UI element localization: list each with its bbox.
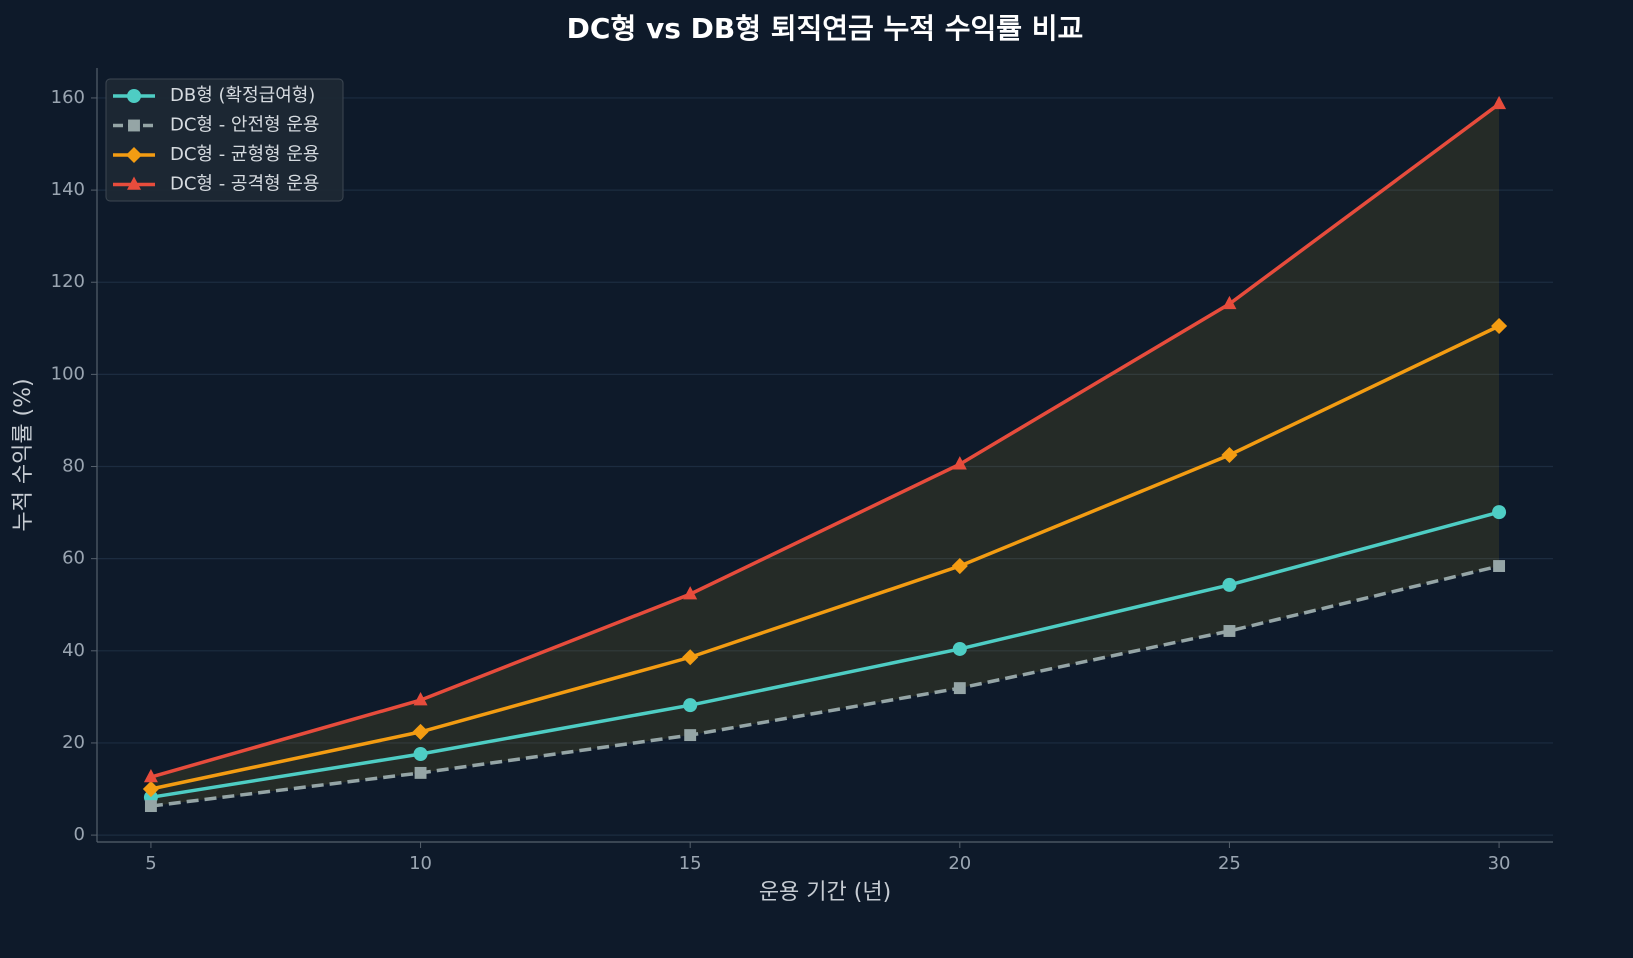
line: [150, 102, 1501, 779]
y-tick-label: 80: [62, 456, 85, 477]
line: [150, 564, 1500, 808]
x-axis-label: 운용 기간 (년): [759, 880, 891, 905]
y-axis-label: 누적 수익률 (%): [11, 378, 36, 531]
marker: [413, 747, 428, 762]
x-tick-label: 25: [1218, 853, 1241, 874]
marker: [1221, 446, 1238, 464]
y-tick-label: 40: [62, 640, 85, 661]
marker: [1493, 560, 1506, 572]
marker: [144, 800, 157, 813]
marker: [1223, 625, 1236, 637]
y-tick-label: 60: [62, 548, 85, 569]
marker: [952, 641, 967, 656]
marker: [1222, 577, 1237, 592]
marker: [143, 768, 158, 783]
x-tick-label: 15: [679, 853, 702, 874]
marker: [951, 557, 968, 575]
legend-text: DC형 - 공격형 운용: [170, 174, 319, 195]
marker: [1492, 505, 1507, 520]
fill-band: [150, 103, 1500, 807]
legend-text: DB형 (확정급여형): [170, 85, 315, 106]
marker: [682, 649, 699, 666]
marker: [1492, 95, 1507, 110]
x-tick-label: 20: [948, 853, 971, 874]
marker: [952, 456, 967, 470]
marker: [127, 176, 141, 190]
x-tick-label: 5: [145, 853, 156, 874]
marker: [953, 682, 966, 695]
y-tick-label: 120: [51, 271, 85, 292]
y-tick-label: 100: [51, 363, 85, 384]
y-tick-label: 160: [51, 87, 85, 108]
marker: [128, 119, 140, 132]
marker: [683, 586, 698, 600]
y-tick-label: 0: [74, 824, 85, 845]
marker: [683, 698, 698, 713]
legend-text: DC형 - 안전형 운용: [170, 115, 319, 136]
marker: [1222, 295, 1237, 310]
marker: [1491, 317, 1508, 335]
legend-text: DC형 - 균형형 운용: [170, 144, 319, 165]
chart-title: DC형 vs DB형 퇴직연금 누적 수익률 비교: [567, 12, 1084, 45]
marker: [127, 89, 141, 103]
legend: DB형 (확정급여형) DC형 - 안전형 운용 DC형 - 균형형 운용 DC형 -…: [105, 78, 344, 202]
x-tick-label: 30: [1488, 853, 1511, 874]
marker: [125, 146, 143, 164]
line: [150, 324, 1500, 791]
y-tick-label: 140: [51, 179, 85, 200]
legend-box: [105, 78, 344, 202]
marker: [414, 766, 427, 779]
x-tick-label: 10: [409, 853, 432, 874]
marker: [142, 780, 159, 798]
marker: [412, 723, 429, 740]
marker: [684, 729, 697, 742]
y-tick-label: 20: [62, 732, 85, 753]
marker: [413, 692, 428, 706]
line: [150, 510, 1500, 800]
